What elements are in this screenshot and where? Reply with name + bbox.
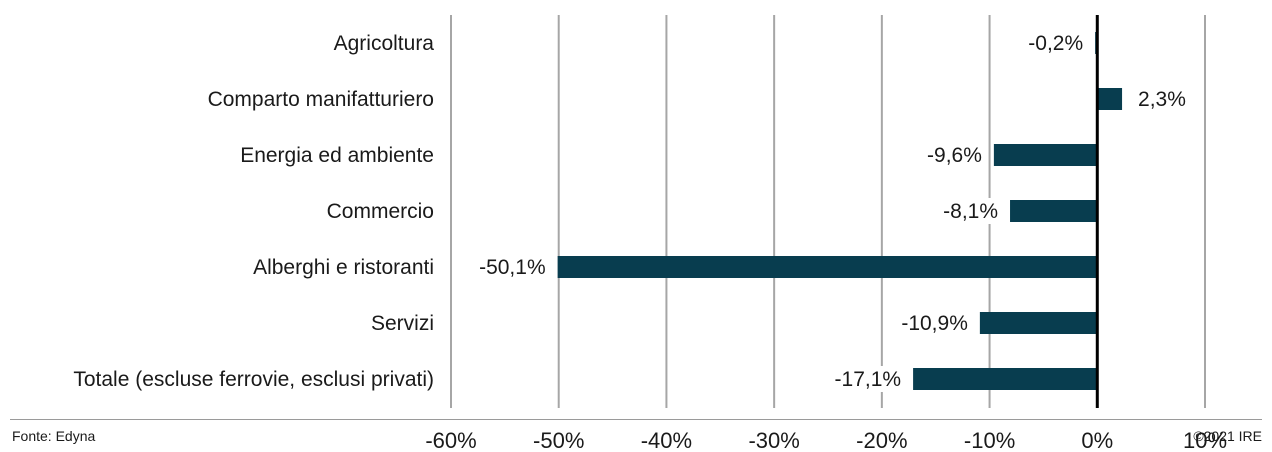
bar [993, 144, 1098, 166]
data-label: -8,1% [943, 200, 998, 223]
category-label: Agricoltura [334, 32, 435, 55]
x-tick-label: -60% [425, 428, 476, 452]
data-labels: -0,2% 2,3% -9,6% -8,1% -50,1% -10,9% -17,1% [475, 30, 1186, 392]
data-label: -17,1% [835, 368, 902, 391]
bar [1097, 88, 1123, 110]
x-tick-label: -10% [964, 428, 1015, 452]
footer-divider [10, 419, 1262, 420]
data-label: -0,2% [1028, 32, 1083, 55]
data-label: 2,3% [1138, 88, 1186, 111]
data-label: -10,9% [901, 312, 968, 335]
category-label: Comparto manifatturiero [208, 88, 434, 111]
x-tick-label: -20% [856, 428, 907, 452]
category-labels: Agricoltura Comparto manifatturiero Energi… [73, 32, 434, 391]
data-label-bg [922, 142, 982, 168]
data-label: -9,6% [927, 144, 982, 167]
x-tick-label: -50% [533, 428, 584, 452]
bar [1010, 200, 1098, 222]
data-label-bg [939, 198, 999, 224]
x-tick-label: 0% [1081, 428, 1113, 452]
x-tick-label: -30% [748, 428, 799, 452]
data-label-bg [475, 254, 546, 280]
copyright-note: ©2021 IRE [1193, 428, 1262, 444]
data-label-bg [831, 366, 902, 392]
x-tick-label: -40% [641, 428, 692, 452]
source-note: Fonte: Edyna [12, 428, 96, 444]
category-label: Energia ed ambiente [240, 144, 434, 167]
category-label: Alberghi e ristoranti [253, 256, 434, 279]
bar [979, 312, 1098, 334]
category-label: Servizi [371, 312, 434, 335]
category-label: Totale (escluse ferrovie, esclusi privat… [73, 368, 434, 391]
category-label: Commercio [327, 200, 434, 223]
data-label: -50,1% [479, 256, 546, 279]
bars [557, 32, 1123, 390]
x-tick-labels: -60% -50% -40% -30% -20% -10% 0% 10% [425, 428, 1227, 452]
bar [557, 256, 1098, 278]
data-label-bg [1024, 30, 1084, 56]
data-label-bg [1136, 86, 1185, 112]
data-label-bg [897, 310, 968, 336]
x-tick-label: 10% [1183, 428, 1227, 452]
bar [913, 368, 1098, 390]
